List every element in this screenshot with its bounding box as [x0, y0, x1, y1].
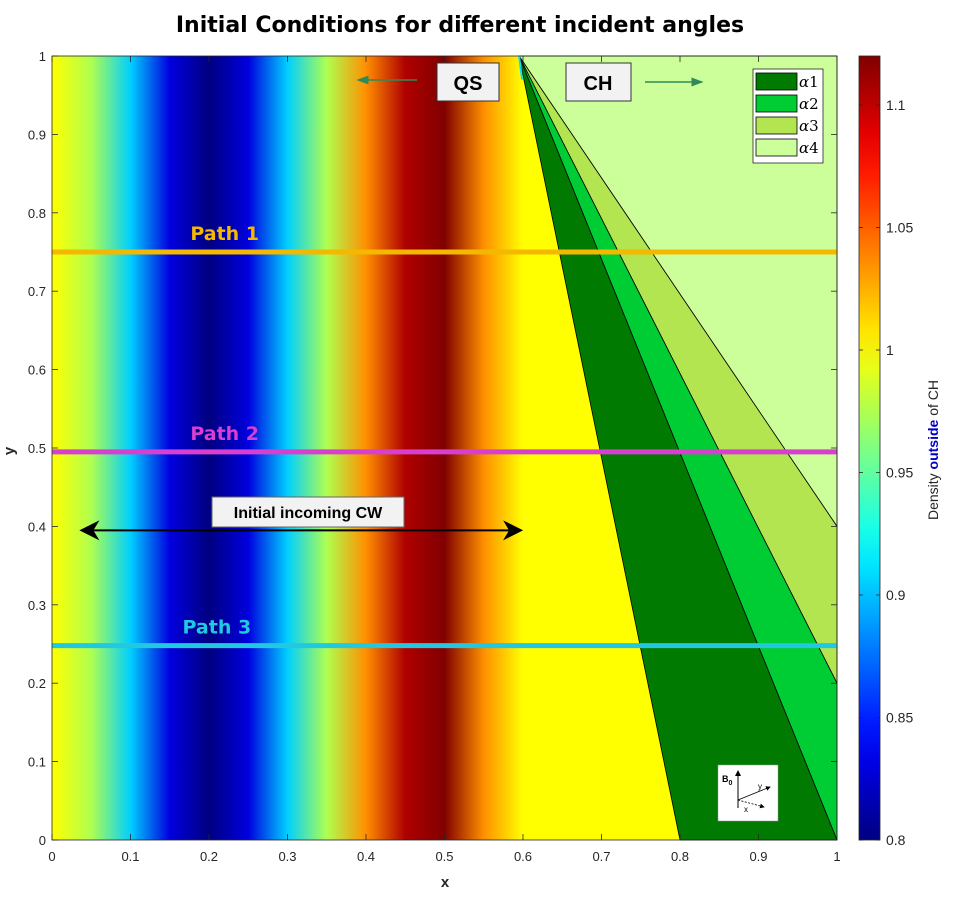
path-lines: Path 1 Path 2 Path 3: [52, 223, 837, 649]
y-tick-label: 1: [39, 49, 46, 64]
x-tick-label: 0.2: [200, 849, 218, 864]
density-field: [52, 56, 523, 840]
colorbar-tick-label: 1.05: [886, 220, 913, 236]
legend-label-1: α1: [799, 73, 819, 91]
y-tick-label: 0.1: [28, 755, 46, 770]
inset-x-label: x: [744, 805, 748, 814]
colorbar-ticks: 0.8 0.85 0.9 0.95 1 1.05 1.1: [859, 97, 913, 848]
colorbar-tick-label: 0.95: [886, 465, 913, 481]
colorbar-tick-label: 1.1: [886, 97, 906, 113]
x-tick-label: 0.3: [278, 849, 296, 864]
x-tick-label: 0.9: [749, 849, 767, 864]
axes: 0 0.1 0.2 0.3 0.4 0.5 0.6 0.7 0.8 0.9 1 0 0.1 0.2 0.3 0…: [28, 49, 841, 864]
colorbar-tick-label: 0.8: [886, 832, 906, 848]
y-tick-label: 0: [39, 833, 46, 848]
y-tick-label: 0.7: [28, 284, 46, 299]
colorbar-tick-label: 0.9: [886, 587, 906, 603]
x-tick-label: 0.8: [671, 849, 689, 864]
y-axis-label: y: [1, 446, 18, 455]
x-tick-label: 0.4: [357, 849, 375, 864]
inset-y-arrow: [737, 786, 771, 801]
y-tick-label: 0.3: [28, 598, 46, 613]
colorbar-label-part1: Density: [925, 469, 941, 520]
path-label-2: Path 2: [190, 423, 259, 445]
y-tick-label: 0.8: [28, 206, 46, 221]
path-label-1: Path 1: [190, 223, 259, 245]
path-label-3: Path 3: [183, 617, 252, 639]
qs-label: QS: [454, 73, 483, 95]
y-tick-label: 0.5: [28, 441, 46, 456]
legend-swatch-2: [755, 94, 798, 113]
colorbar: [858, 55, 881, 841]
y-tick-label: 0.4: [28, 519, 46, 534]
ch-label-box: CH: [565, 62, 632, 102]
initial-cw-annotation: Initial incoming CW: [211, 496, 405, 528]
legend-swatch-3: [755, 116, 798, 135]
x-axis-label: x: [441, 874, 450, 891]
b0-inset: B0 y x: [717, 764, 779, 822]
ch-boundary-top: [518, 55, 524, 80]
initial-cw-label: Initial incoming CW: [234, 505, 383, 522]
y-tick-label: 0.6: [28, 363, 46, 378]
colorbar-label-part3: of CH: [925, 380, 941, 420]
x-tick-label: 0.6: [514, 849, 532, 864]
y-tick-label: 0.2: [28, 676, 46, 691]
y-tick-label: 0.9: [28, 127, 46, 142]
colorbar-label-highlight: outside: [925, 419, 941, 469]
x-tick-label: 0: [48, 849, 55, 864]
ch-label: CH: [584, 73, 613, 95]
chart-title: Initial Conditions for different inciden…: [176, 13, 744, 38]
legend-swatch-4: [755, 138, 798, 157]
x-tick-label: 0.1: [121, 849, 139, 864]
x-tick-label: 0.5: [435, 849, 453, 864]
colorbar-tick-label: 1: [886, 342, 894, 358]
qs-label-box: QS: [436, 62, 500, 102]
legend-label-2: α2: [799, 95, 819, 113]
legend-label-3: α3: [799, 117, 819, 135]
legend: α1 α2 α3 α4: [752, 68, 824, 164]
inset-x-arrow: [737, 799, 765, 809]
b0-label: B0: [722, 774, 733, 787]
inset-y-label: y: [758, 782, 762, 791]
x-tick-label: 0.7: [592, 849, 610, 864]
x-tick-label: 1: [833, 849, 840, 864]
legend-swatch-1: [755, 72, 798, 91]
colorbar-tick-label: 0.85: [886, 710, 913, 726]
legend-label-4: α4: [799, 139, 819, 157]
colorbar-label: Density outside of CH: [925, 380, 941, 520]
